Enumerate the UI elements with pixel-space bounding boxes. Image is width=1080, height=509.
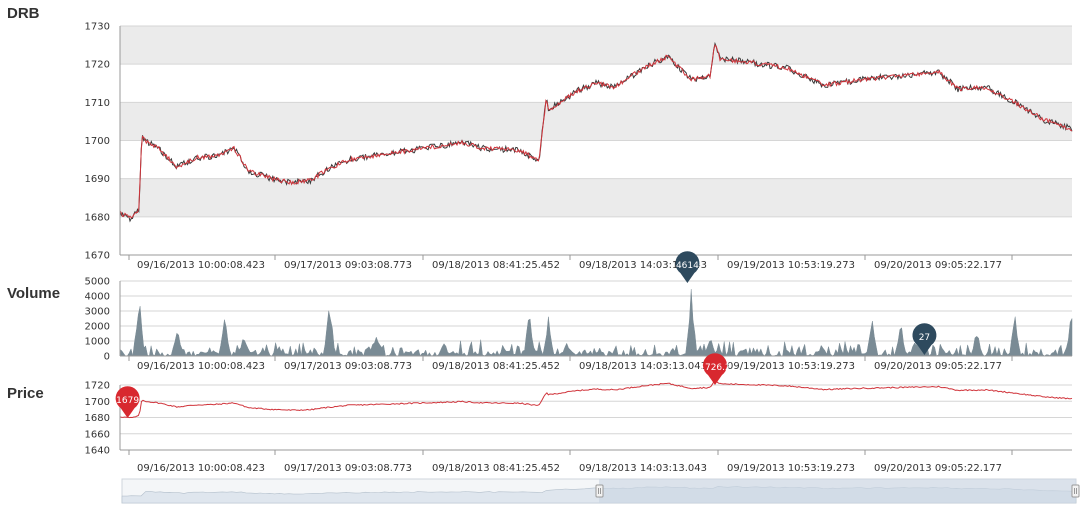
y-tick-label: 1690 (85, 174, 110, 185)
drb-series-red-line (119, 44, 1073, 219)
y-tick-label: 0 (104, 352, 110, 363)
x-tick-label: 09/17/2013 09:03:08.773 (284, 361, 412, 372)
y-tick-label: 3000 (85, 307, 110, 318)
price-high-marker[interactable]: 1726.2 (699, 353, 731, 385)
price-low-marker-pin[interactable] (115, 386, 140, 418)
price-low-marker-label: 1679 (116, 396, 139, 406)
gridband (120, 102, 1072, 141)
gridband (120, 26, 1072, 65)
price-line (119, 380, 1073, 419)
volume-flag-marker[interactable]: 27 (912, 323, 937, 355)
price-high-marker-pin[interactable] (703, 353, 728, 385)
y-tick-label: 1720 (85, 381, 110, 392)
x-tick-label: 09/19/2013 10:53:19.273 (727, 463, 855, 474)
y-tick-label: 2000 (85, 322, 110, 333)
y-tick-label: 1680 (85, 212, 110, 223)
y-tick-label: 1700 (85, 136, 110, 147)
handle-grip[interactable] (1071, 484, 1080, 498)
x-tick-label: 09/16/2013 10:00:08.423 (137, 260, 265, 271)
navigator-right-handle[interactable] (1071, 484, 1080, 498)
y-tick-label: 1720 (85, 60, 110, 71)
y-tick-label: 1000 (85, 337, 110, 348)
volume-area (119, 289, 1073, 357)
price-low-marker[interactable]: 1679 (115, 386, 140, 418)
navigator-window[interactable] (599, 479, 1076, 503)
drb-flag-marker[interactable]: 4614 (675, 251, 700, 283)
x-tick-label: 09/18/2013 08:41:25.452 (432, 260, 560, 271)
volume-flag-marker-pin[interactable] (912, 323, 937, 355)
y-tick-label: 1660 (85, 429, 110, 440)
x-tick-label: 09/20/2013 09:05:22.177 (874, 463, 1002, 474)
price-panel-title: Price (7, 385, 44, 402)
navigator-left-handle[interactable] (595, 484, 604, 498)
x-tick-label: 09/20/2013 09:05:22.177 (874, 260, 1002, 271)
x-tick-label: 09/18/2013 08:41:25.452 (432, 361, 560, 372)
y-tick-label: 4000 (85, 292, 110, 303)
x-tick-label: 09/16/2013 10:00:08.423 (137, 361, 265, 372)
x-tick-label: 09/19/2013 10:53:19.273 (727, 260, 855, 271)
y-tick-label: 5000 (85, 277, 110, 288)
handle-grip[interactable] (595, 484, 604, 498)
y-tick-label: 1710 (85, 98, 110, 109)
x-tick-label: 09/18/2013 14:03:13.043 (579, 463, 707, 474)
gridband (120, 178, 1072, 217)
y-tick-label: 1680 (85, 413, 110, 424)
navigator[interactable] (121, 478, 1080, 504)
x-tick-label: 09/18/2013 14:03:13.043 (579, 260, 707, 271)
drb-flag-marker-label: 4614 (676, 261, 699, 271)
x-tick-label: 09/20/2013 09:05:22.177 (874, 361, 1002, 372)
y-tick-label: 1730 (85, 22, 110, 33)
x-tick-label: 09/18/2013 08:41:25.452 (432, 463, 560, 474)
x-tick-label: 09/18/2013 14:03:13.043 (579, 361, 707, 372)
x-tick-label: 09/17/2013 09:03:08.773 (284, 463, 412, 474)
y-tick-label: 1640 (85, 446, 110, 457)
x-tick-label: 09/19/2013 10:53:19.273 (727, 361, 855, 372)
drb-flag-marker-pin[interactable] (675, 251, 700, 283)
volume-flag-marker-label: 27 (919, 333, 930, 343)
x-tick-label: 09/17/2013 09:03:08.773 (284, 260, 412, 271)
volume-panel-title: Volume (7, 285, 60, 302)
drb-panel-title: DRB (7, 5, 40, 22)
y-tick-label: 1700 (85, 397, 110, 408)
x-tick-label: 09/16/2013 10:00:08.423 (137, 463, 265, 474)
y-tick-label: 1670 (85, 251, 110, 262)
price-high-marker-label: 1726.2 (699, 363, 731, 373)
